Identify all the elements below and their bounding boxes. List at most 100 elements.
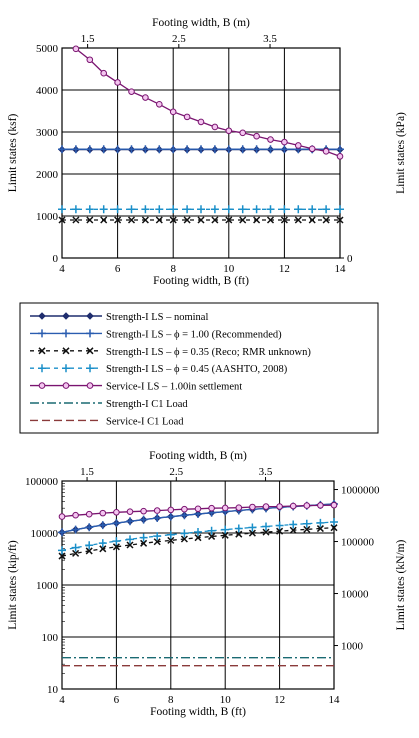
- y-tick-label: 100: [42, 632, 59, 644]
- plus-marker: [316, 518, 325, 527]
- plus-marker: [38, 364, 46, 373]
- y-tick-label: 100000: [25, 476, 59, 488]
- circle-marker: [308, 145, 316, 153]
- plus-marker: [139, 533, 148, 542]
- circle-marker: [99, 509, 107, 517]
- circle-marker: [197, 118, 205, 126]
- x-marker: [155, 216, 163, 224]
- plus-marker: [234, 524, 243, 533]
- legend: Strength-I LS – nominal Strength-I LS – ϕ…: [19, 302, 379, 434]
- y-axis-title: Limit states (kip/ft): [7, 540, 19, 630]
- x-tick-label: 4: [59, 263, 65, 275]
- plus-marker: [169, 205, 178, 214]
- x-marker: [127, 216, 136, 224]
- plus-marker: [197, 205, 205, 214]
- circle-marker: [330, 501, 338, 509]
- plus-marker: [183, 205, 192, 214]
- y-tick-label: 5000: [36, 43, 59, 55]
- y2-tick-label: 1000: [341, 641, 364, 653]
- plus-marker: [224, 145, 233, 154]
- x-marker: [262, 528, 270, 536]
- y-axis-title: Limit states (ksf): [7, 114, 19, 193]
- x-top-axis-title: Footing width, B (m): [152, 17, 250, 29]
- plus-marker: [252, 145, 261, 154]
- circle-marker: [317, 502, 324, 509]
- plus-marker: [85, 523, 94, 532]
- circle-marker: [86, 382, 94, 389]
- x-marker: [276, 527, 284, 535]
- circle-marker: [322, 148, 330, 155]
- circle-marker: [183, 113, 191, 121]
- circle-marker: [128, 88, 135, 95]
- plus-marker: [71, 145, 80, 154]
- plus-marker: [126, 535, 134, 544]
- plus-marker: [180, 511, 189, 520]
- plus-marker: [127, 205, 136, 214]
- plus-marker: [155, 145, 164, 154]
- legend-label: Strength-I LS – nominal: [106, 312, 208, 323]
- x-marker: [114, 216, 122, 224]
- x-marker: [294, 216, 302, 224]
- legend-label: Service-I LS – 1.00in settlement: [106, 382, 242, 393]
- circle-marker: [38, 382, 46, 389]
- plus-marker: [38, 329, 46, 338]
- x-axis-title: Footing width, B (ft): [150, 706, 246, 718]
- circle-marker: [156, 100, 163, 108]
- plus-marker: [58, 205, 66, 214]
- plus-marker: [139, 515, 148, 524]
- x-marker: [62, 347, 70, 355]
- circle-marker: [169, 108, 177, 116]
- x-marker: [126, 541, 134, 549]
- plus-marker: [99, 205, 108, 214]
- x-marker: [211, 216, 219, 224]
- plus-marker: [62, 329, 70, 338]
- x-marker: [303, 525, 311, 533]
- x-top-axis-title: Footing width, B (m): [149, 450, 247, 462]
- y2-tick-label: 10000: [341, 589, 369, 601]
- plus-marker: [155, 205, 164, 214]
- x-marker: [322, 216, 330, 224]
- x-marker: [336, 216, 344, 224]
- circle-marker: [72, 45, 80, 53]
- x-marker: [86, 347, 94, 355]
- x-marker: [86, 216, 94, 224]
- x-tick-label: 14: [335, 263, 347, 275]
- x-marker: [112, 543, 120, 551]
- y-tick-label: 10: [47, 684, 59, 696]
- x-tick-label: 12: [279, 263, 290, 275]
- plus-marker: [248, 523, 257, 532]
- plus-marker: [112, 537, 121, 546]
- y-tick-label: 1000: [36, 211, 59, 223]
- chart-bottom: 10 100 1000 10000 100000 4 6 8 10 12 14 1.5 2.5 3.5 10…: [7, 450, 407, 718]
- circle-marker: [267, 136, 274, 143]
- plus-marker: [58, 528, 66, 537]
- x-marker: [140, 539, 148, 547]
- plus-marker: [275, 521, 284, 530]
- circle-marker: [194, 505, 202, 513]
- circle-marker: [181, 505, 188, 513]
- y2-axis-title: Limit states (kPa): [395, 112, 407, 194]
- circle-marker: [72, 511, 79, 519]
- plus-marker: [280, 205, 289, 214]
- plus-marker: [126, 517, 134, 526]
- x-marker: [38, 347, 46, 355]
- plus-marker: [266, 205, 275, 214]
- y-tick-label: 0: [53, 253, 59, 265]
- circle-marker: [167, 506, 175, 514]
- plus-marker: [71, 543, 80, 552]
- circle-marker: [113, 509, 120, 516]
- plus-marker: [58, 546, 66, 555]
- circle-marker: [281, 138, 288, 146]
- x-marker: [308, 216, 316, 224]
- y2-tick-label: 1000000: [341, 485, 380, 497]
- circle-marker: [249, 503, 256, 511]
- circle-marker: [58, 513, 66, 520]
- y-tick-label: 3000: [36, 127, 59, 139]
- plus-marker: [330, 518, 338, 527]
- chart-top: 0 1000 2000 3000 4000 5000 4 6 8 10 12 14 1.5 2.5 3.5 0…: [7, 17, 407, 287]
- x-marker: [225, 216, 233, 224]
- x-top-tick-label: 3.5: [263, 33, 277, 45]
- circle-marker: [208, 504, 215, 512]
- x-axis-title: Footing width, B (ft): [153, 275, 249, 287]
